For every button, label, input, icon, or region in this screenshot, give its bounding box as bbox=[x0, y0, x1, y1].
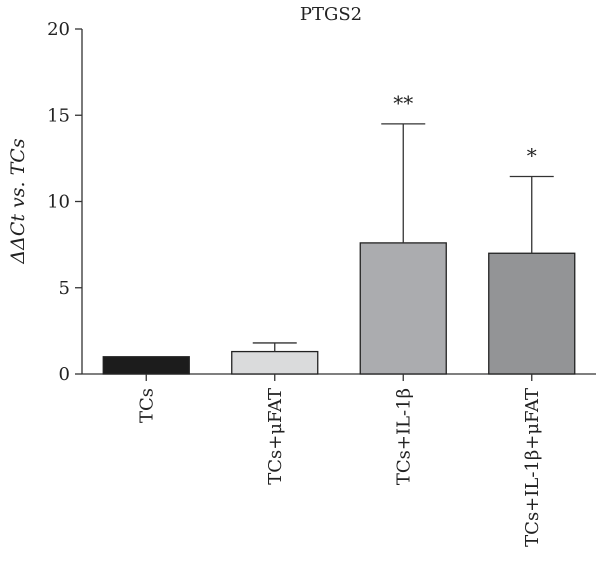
bars bbox=[102, 242, 576, 375]
y-tick-label: 15 bbox=[47, 105, 70, 126]
bar-4 bbox=[488, 252, 576, 375]
x-tick-label: TCs+μFAT bbox=[265, 388, 286, 485]
bar-2 bbox=[231, 350, 319, 375]
significance-marker-3: ** bbox=[393, 91, 413, 115]
bar-1 bbox=[102, 356, 190, 375]
x-tick-label: TCs bbox=[136, 388, 157, 423]
y-ticks: 0 5 10 15 20 bbox=[47, 19, 82, 385]
y-tick-label: 0 bbox=[59, 364, 70, 385]
y-tick-label: 5 bbox=[59, 278, 70, 299]
x-tick-label: TCs+IL-1β bbox=[393, 388, 414, 485]
x-tick-label: TCs+IL-1β+μFAT bbox=[522, 388, 543, 547]
bar-3 bbox=[359, 242, 447, 375]
significance-marker-4: * bbox=[527, 143, 537, 167]
y-axis-label: ΔΔCt vs. TCs bbox=[7, 138, 29, 264]
chart-title: PTGS2 bbox=[300, 4, 362, 25]
error-bars bbox=[252, 123, 554, 352]
y-tick-label: 20 bbox=[47, 19, 70, 40]
significance-annotations: *** bbox=[393, 91, 537, 168]
x-ticks: TCs TCs+μFAT TCs+IL-1β TCs+IL-1β+μFAT bbox=[136, 374, 543, 547]
y-tick-label: 10 bbox=[47, 192, 70, 213]
